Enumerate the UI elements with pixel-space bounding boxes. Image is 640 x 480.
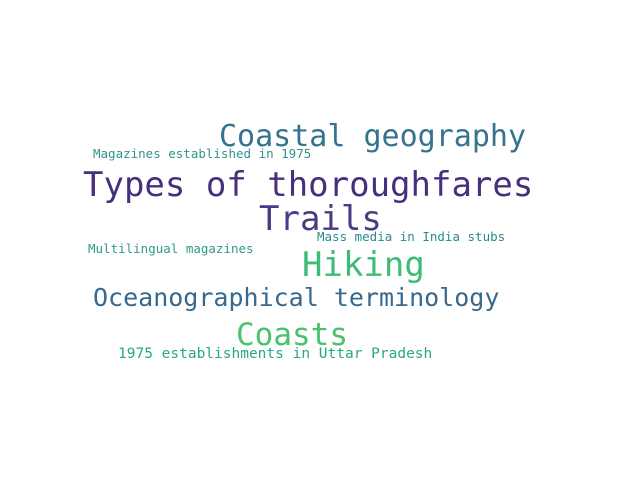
word-magazines-established-in-1975: Magazines established in 1975	[93, 146, 312, 161]
word-coastal-geography: Coastal geography	[219, 119, 527, 154]
word-oceanographical-terminology: Oceanographical terminology	[93, 283, 500, 312]
word-coasts: Coasts	[236, 317, 348, 353]
word-multilingual-magazines: Multilingual magazines	[88, 241, 254, 256]
word-types-of-thoroughfares: Types of thoroughfares	[83, 165, 534, 205]
word-1975-establishments-in-uttar-pradesh: 1975 establishments in Uttar Pradesh	[118, 346, 433, 362]
word-mass-media-in-india-stubs: Mass media in India stubs	[317, 229, 506, 244]
word-trails: Trails	[259, 199, 382, 239]
word-hiking: Hiking	[302, 245, 425, 285]
